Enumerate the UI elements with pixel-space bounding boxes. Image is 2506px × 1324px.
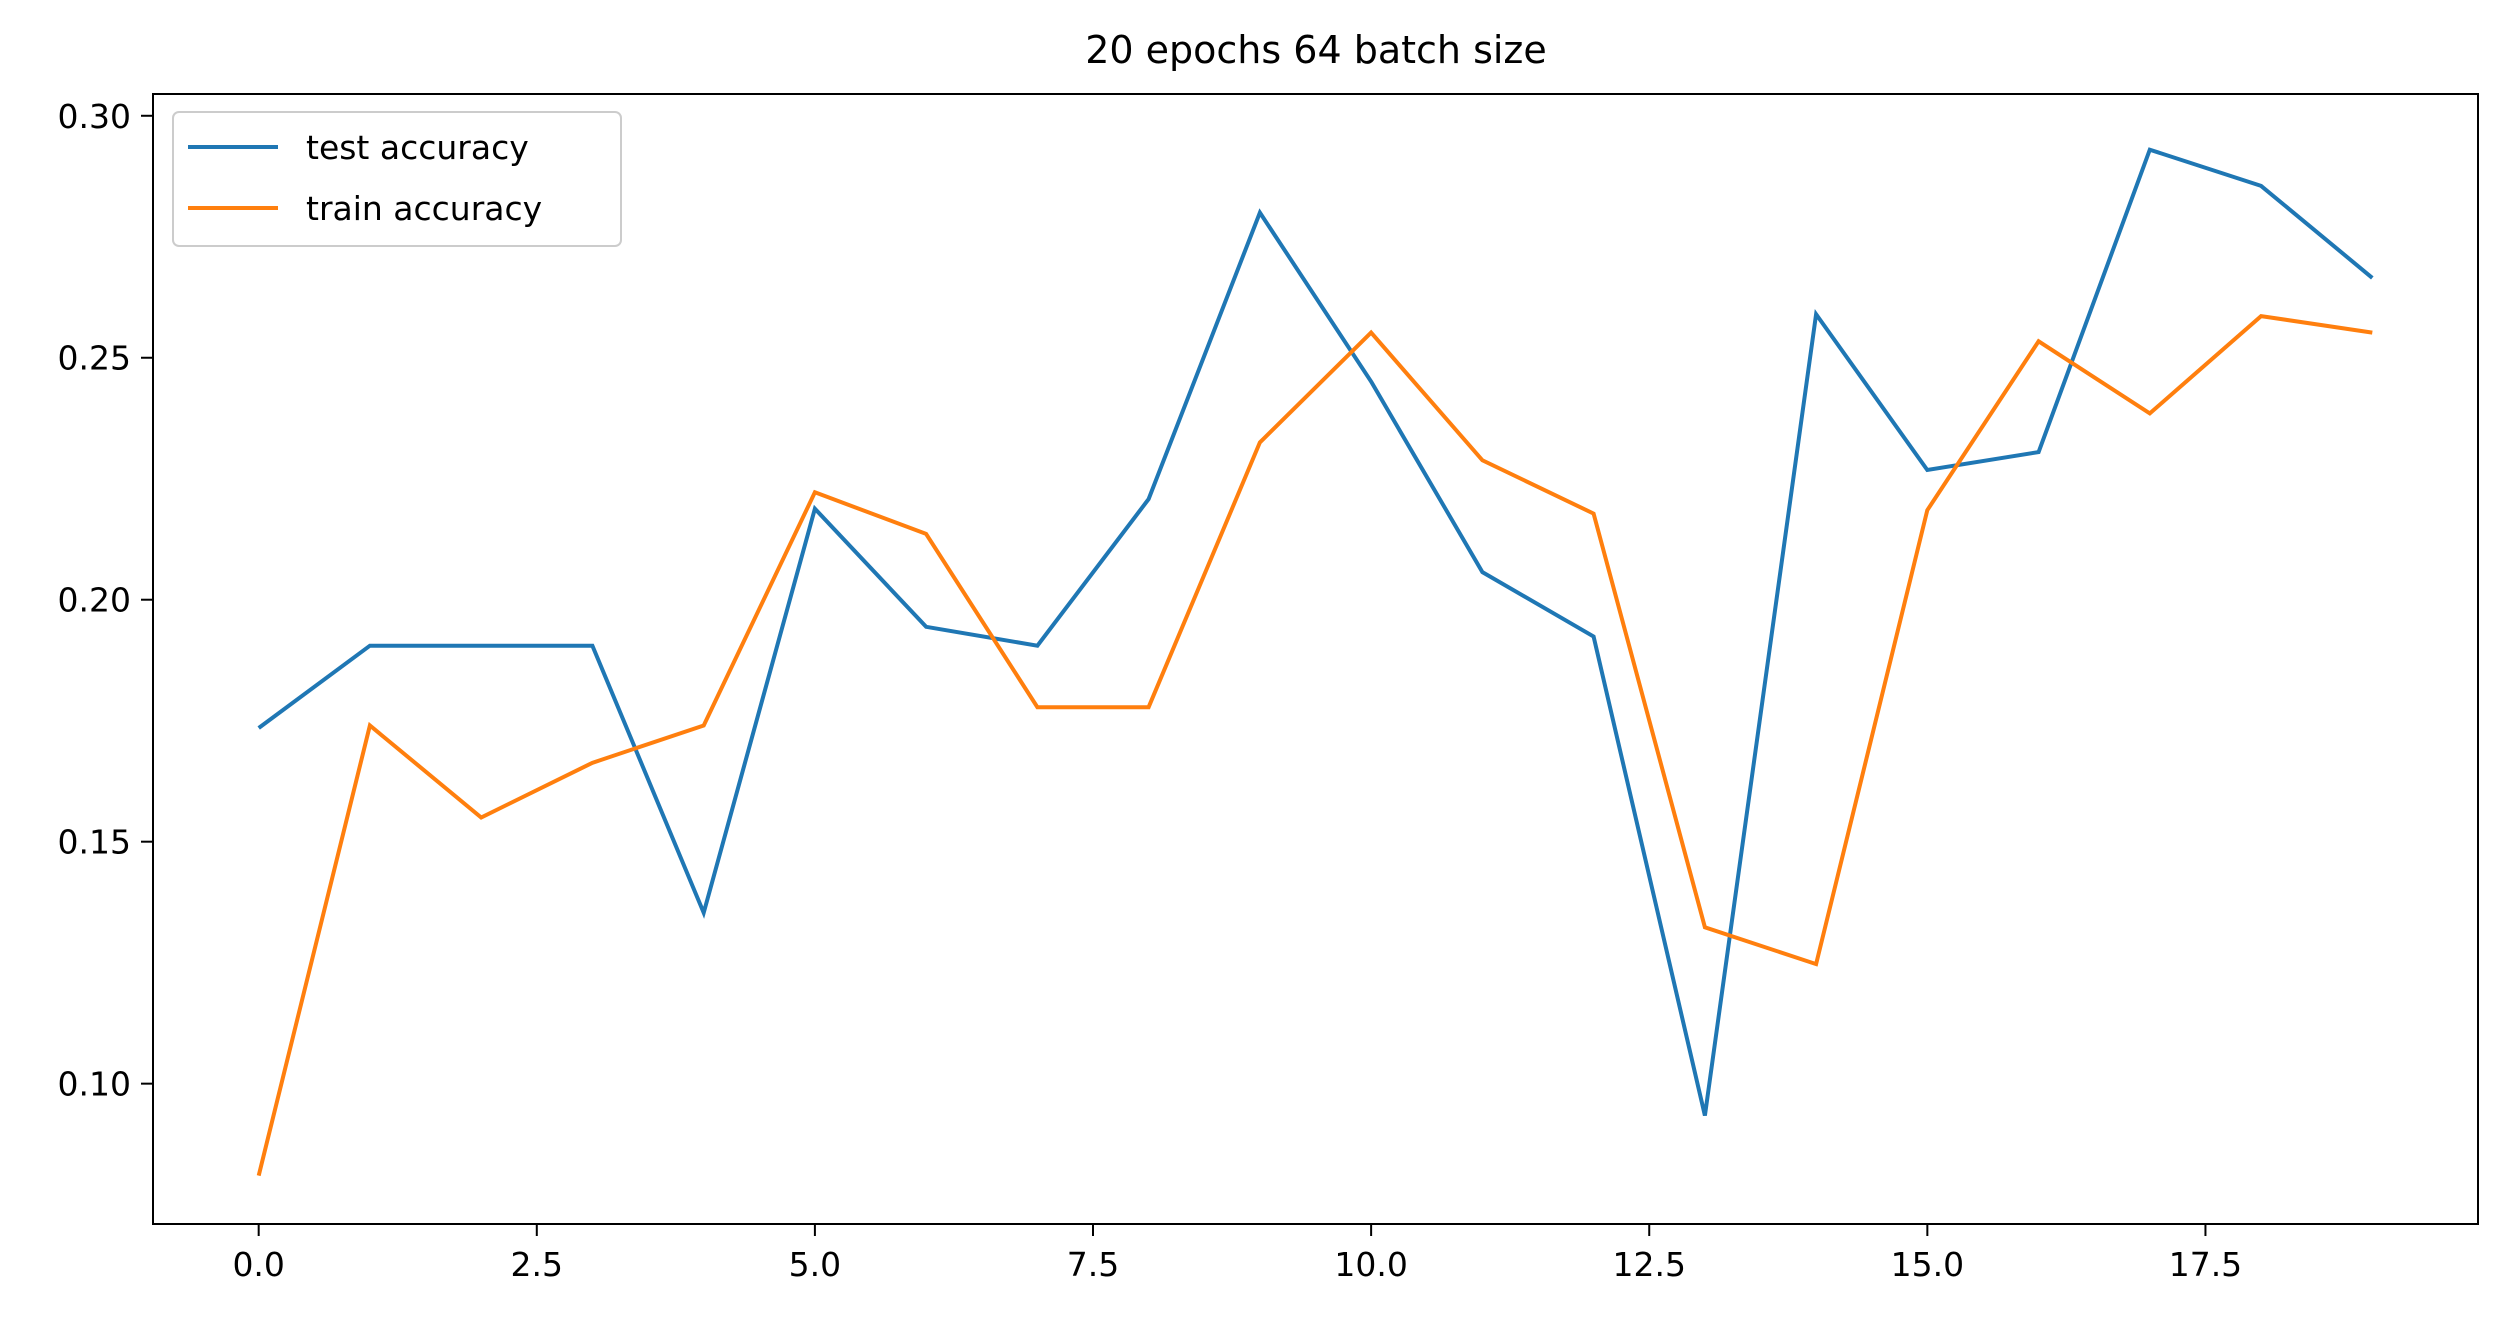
series-line-1 [256,313,2373,1177]
x-tick-label: 17.5 [2169,1245,2242,1284]
x-tick-label: 2.5 [511,1245,563,1284]
x-tick-label: 5.0 [789,1245,841,1284]
plot-area-frame [152,93,2479,1225]
chart-title: 20 epochs 64 batch size [1085,28,1547,72]
x-tick-label: 15.0 [1891,1245,1964,1284]
y-tick-label: 0.30 [58,97,131,136]
series-line-0 [257,147,2374,1117]
legend-label-0: test accuracy [306,128,529,167]
series-layer [256,147,2374,1177]
legend-label-1: train accuracy [306,189,542,228]
x-axis: 0.0 2.5 5.0 7.5 10.0 12.5 15.0 17.5 [232,1224,2242,1284]
y-tick-label: 0.20 [58,581,131,620]
legend: test accuracy train accuracy [172,111,622,247]
y-tick-label: 0.10 [58,1065,131,1104]
x-tick-label: 7.5 [1067,1245,1119,1284]
x-tick-label: 0.0 [232,1245,284,1284]
y-tick-label: 0.15 [58,823,131,862]
y-axis: 0.10 0.15 0.20 0.25 0.30 [58,97,153,1104]
x-tick-label: 10.0 [1334,1245,1407,1284]
x-tick-label: 12.5 [1612,1245,1685,1284]
legend-box [172,111,622,247]
y-tick-label: 0.25 [58,339,131,378]
